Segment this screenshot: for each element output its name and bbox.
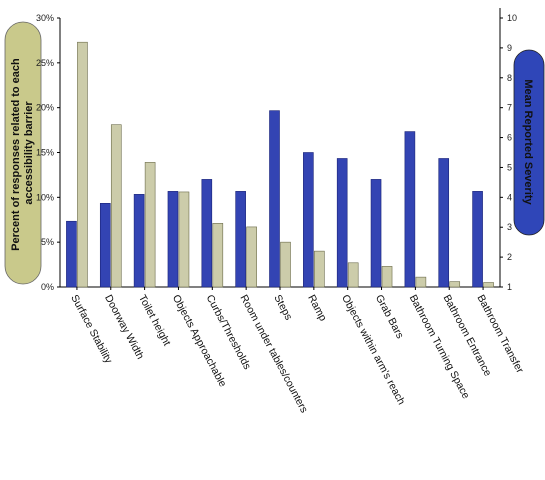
bar-severity <box>167 191 179 288</box>
y2-tick-label: 3 <box>507 222 512 232</box>
x-tick-label: Grab Bars <box>373 293 406 341</box>
bar-percent <box>144 162 156 288</box>
y2-tick-label: 5 <box>507 162 512 172</box>
left-axis-label-pill: Percent of responses related to each acc… <box>4 21 42 285</box>
bar-percent <box>280 241 291 288</box>
bar-percent <box>77 41 88 288</box>
bar-severity <box>336 158 348 288</box>
y2-tick-label: 4 <box>507 192 512 202</box>
x-tick-label: Bathroom Turning Space <box>407 293 472 401</box>
bar-severity <box>404 131 416 288</box>
bar-severity <box>269 110 280 288</box>
bar-percent <box>483 282 494 288</box>
axes: 0% 5% 10% 15% 20% 25% 30% 1 2 3 4 5 6 7 8 9 10 <box>36 8 517 292</box>
x-tick-label: Room under tables/counters <box>238 293 311 415</box>
bar-percent <box>347 262 359 288</box>
bar-percent <box>449 281 461 288</box>
bar-percent <box>212 223 224 288</box>
y2-tick-label: 9 <box>507 43 512 53</box>
bar-percent <box>314 250 325 288</box>
bar-severity <box>235 191 246 288</box>
bar-severity <box>472 191 483 288</box>
y2-tick-label: 2 <box>507 252 512 262</box>
y-tick-label: 10% <box>36 192 54 202</box>
y-tick-label: 0% <box>41 282 54 292</box>
bar-severity <box>201 179 213 288</box>
bar-percent <box>415 276 427 288</box>
x-tick-label: Ramp <box>305 293 329 324</box>
y-tick-label: 15% <box>36 148 54 158</box>
bar-severity <box>99 203 111 288</box>
y-axis-label: Percent of responses related to each acc… <box>10 55 35 251</box>
y-tick-label: 20% <box>36 103 54 113</box>
bar-severity <box>303 152 314 288</box>
bar-percent <box>110 124 122 288</box>
x-tick-label: Toilet height <box>136 293 173 348</box>
bar-severity <box>66 220 77 288</box>
y2-tick-label: 10 <box>507 13 517 23</box>
y-tick-label: 5% <box>41 237 54 247</box>
y2-axis-label: Mean Reported Severity <box>522 79 534 205</box>
y2-tick-label: 8 <box>507 73 512 83</box>
bar-severity <box>133 194 145 288</box>
bar-percent <box>246 226 257 288</box>
x-tick-label: Steps <box>271 293 294 322</box>
y-tick-label: 25% <box>36 58 54 68</box>
bar-severity <box>438 158 450 288</box>
y2-tick-label: 1 <box>507 282 512 292</box>
bar-severity <box>370 179 382 288</box>
y-tick-label: 30% <box>36 13 54 23</box>
bar-percent <box>178 191 190 288</box>
bars <box>66 41 494 288</box>
right-axis-label-pill: Mean Reported Severity <box>513 49 545 236</box>
y2-tick-label: 7 <box>507 103 512 113</box>
x-tick-label: Objects within arm's reach <box>339 293 407 407</box>
y2-tick-label: 6 <box>507 133 512 143</box>
bar-percent <box>381 266 393 288</box>
